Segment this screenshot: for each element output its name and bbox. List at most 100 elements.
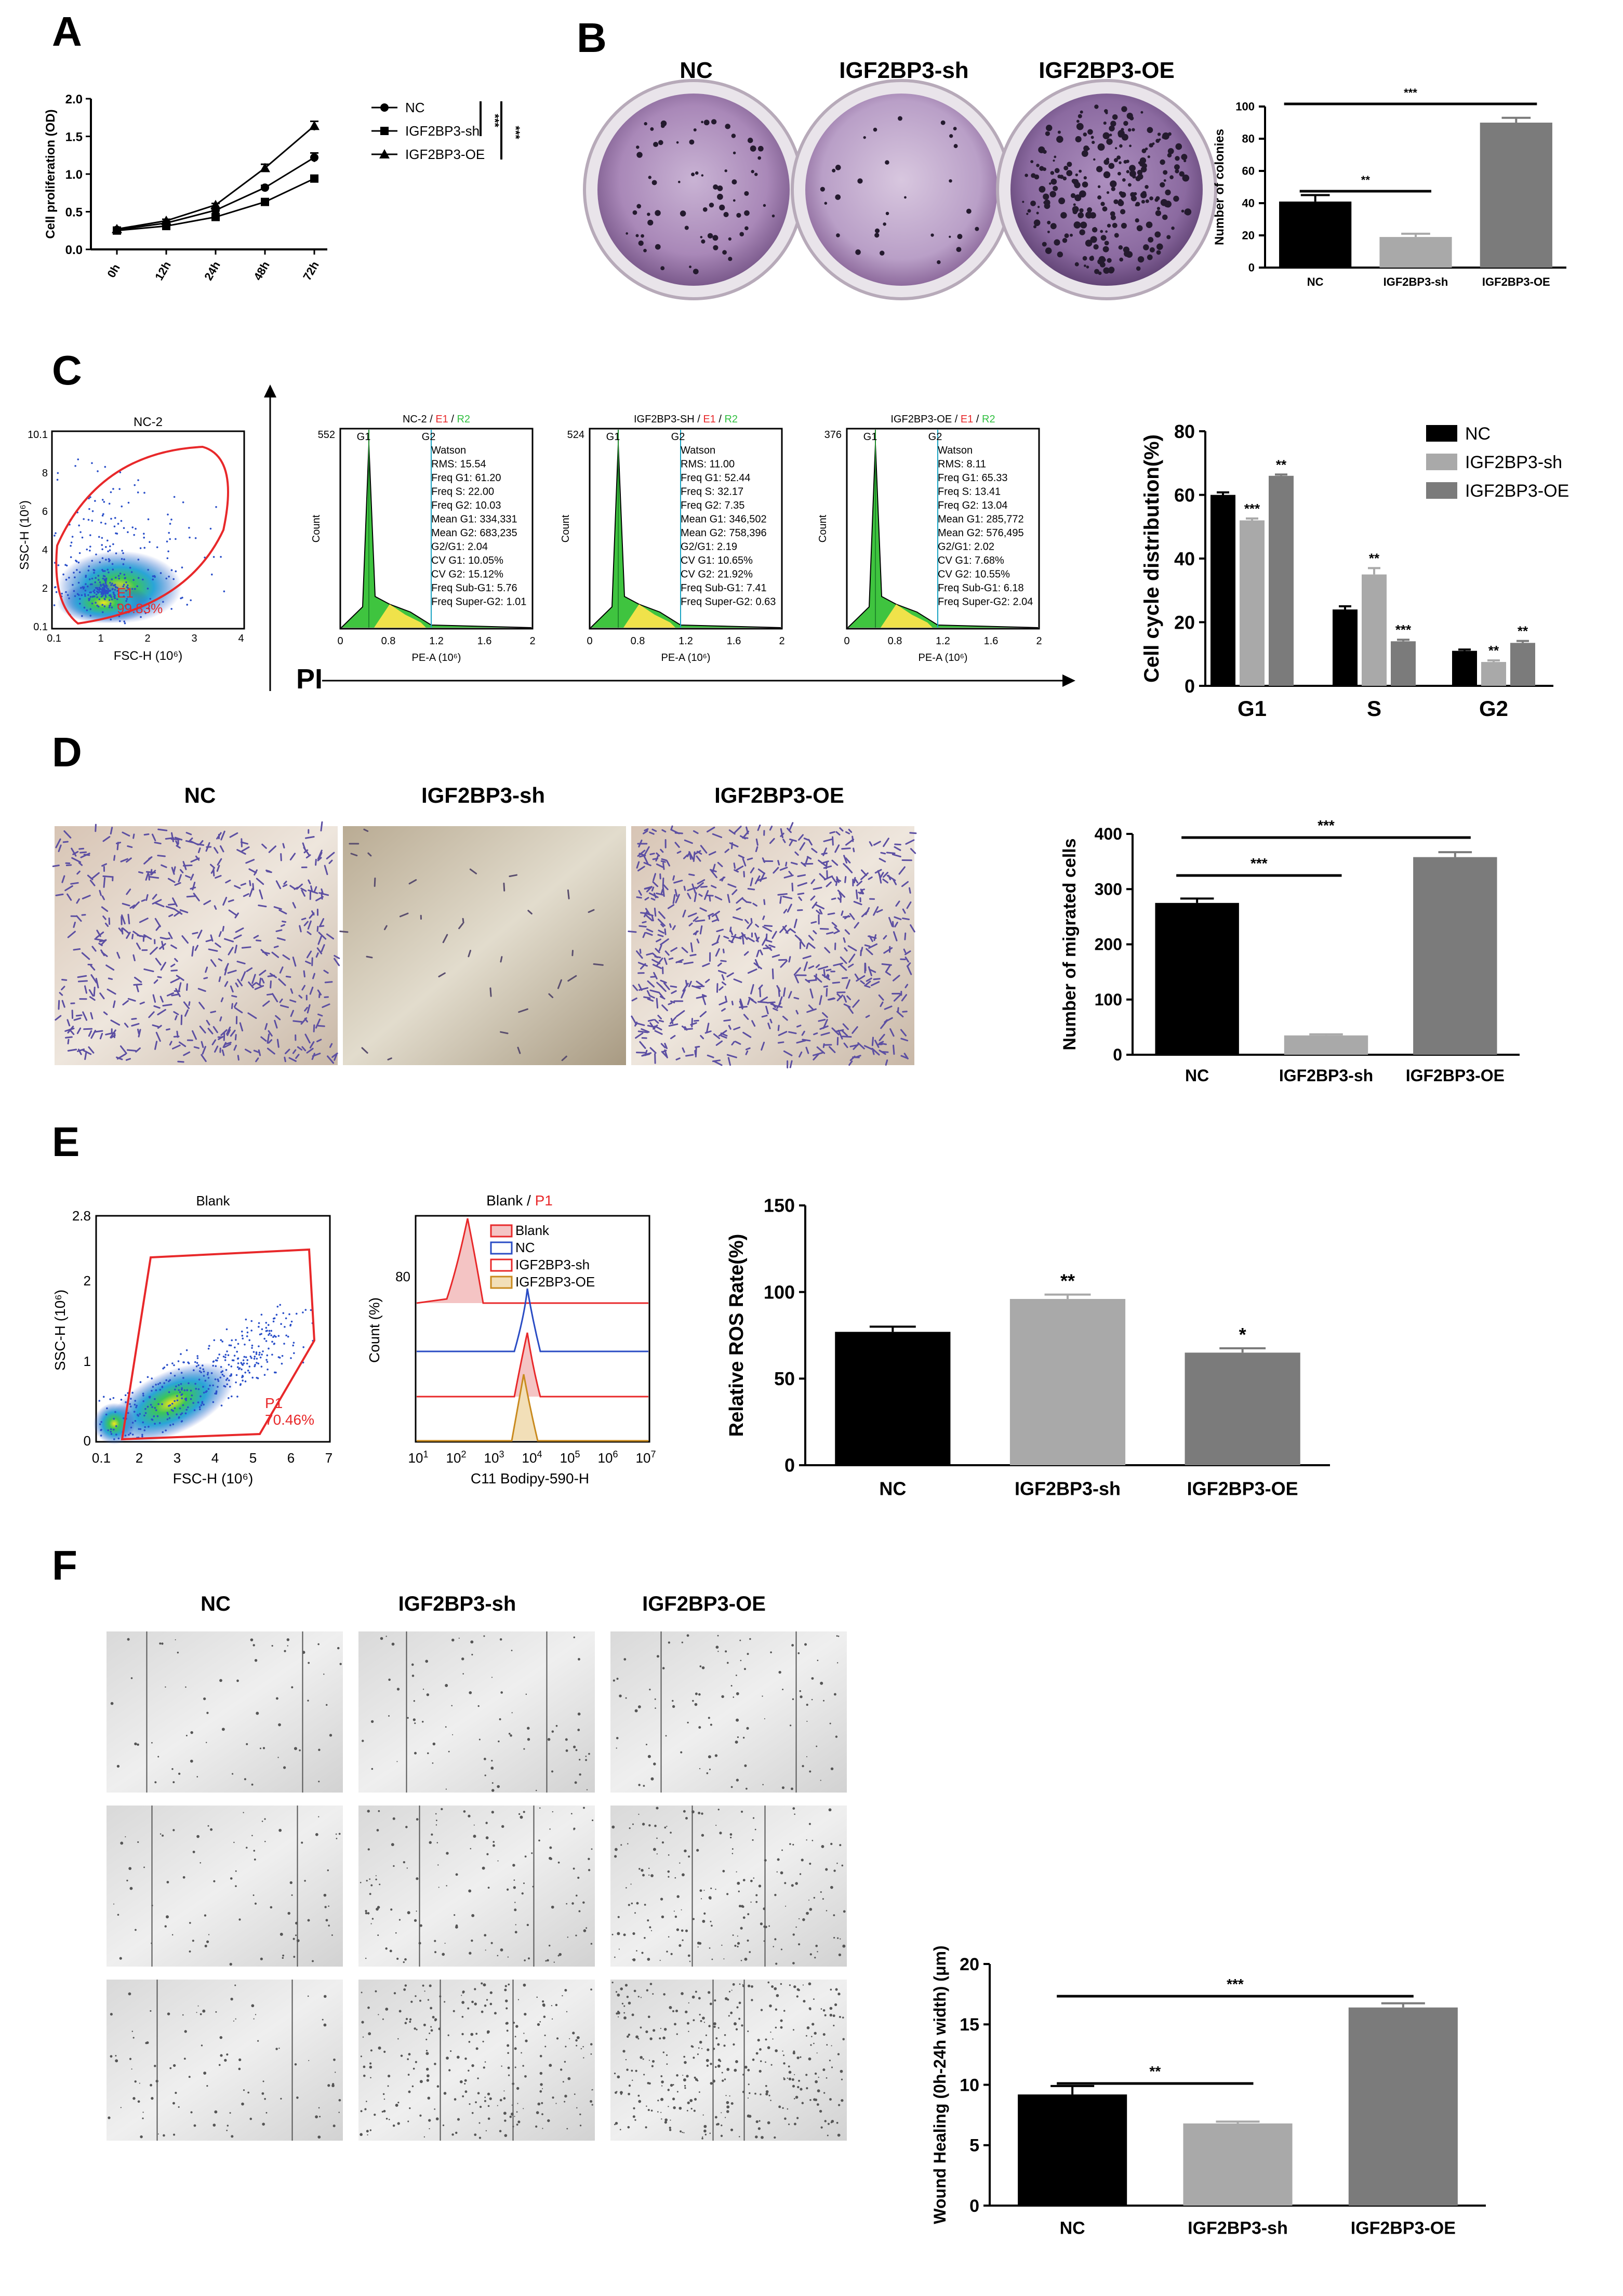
cell-speck: [539, 2054, 542, 2058]
colony: [695, 171, 699, 175]
event: [266, 1330, 269, 1332]
cell-speck: [499, 2130, 502, 2132]
cell-speck: [415, 1995, 417, 1997]
migrated-cell: [197, 847, 201, 854]
migrated-cell: [860, 980, 865, 985]
cell-speck: [423, 2023, 426, 2026]
event: [217, 1380, 220, 1382]
cell-speck: [120, 2107, 122, 2108]
cell-speck: [837, 1937, 839, 1939]
x-tick-label: 4: [238, 633, 244, 644]
migrated-cell: [871, 1037, 874, 1046]
migrated-cell: [646, 928, 654, 933]
colony: [1137, 256, 1145, 263]
cell-speck: [729, 2095, 730, 2097]
colony: [873, 127, 877, 132]
migrated-cell: [282, 920, 287, 923]
migrated-cell: [712, 864, 716, 873]
event: [116, 533, 118, 535]
migrated-cell: [252, 982, 257, 986]
legend-label: NC: [515, 1240, 535, 1255]
wound-image: [358, 1980, 595, 2141]
cell-speck: [676, 2033, 678, 2035]
cell-speck: [842, 2038, 845, 2040]
event: [226, 1350, 228, 1352]
event: [110, 1433, 113, 1435]
event: [224, 1356, 227, 1359]
migrated-cell: [315, 952, 319, 958]
cell-speck: [392, 1817, 395, 1820]
migrated-cell: [110, 1029, 116, 1039]
cell-speck: [738, 2136, 740, 2138]
colony: [626, 232, 628, 235]
histogram-stat: Freq G2: 13.04: [938, 500, 1008, 511]
event: [97, 592, 99, 594]
migrated-cell: [885, 964, 891, 973]
event: [174, 1388, 176, 1391]
cell-speck: [429, 1841, 432, 1844]
colony: [957, 234, 963, 240]
cell-speck: [507, 2052, 509, 2054]
migrated-cell: [667, 904, 675, 909]
migrated-cell: [127, 913, 130, 924]
cell-speck: [318, 1781, 320, 1783]
bar: [1240, 520, 1265, 686]
migrated-cell: [755, 936, 760, 941]
migrated-cell: [644, 886, 652, 890]
cell-speck: [437, 1864, 439, 1866]
colony: [1120, 192, 1126, 198]
event: [310, 1309, 312, 1311]
migrated-cell: [71, 857, 82, 863]
migrated-cell: [116, 951, 121, 959]
event: [88, 565, 90, 567]
event: [220, 1339, 222, 1342]
cell-speck: [315, 1833, 318, 1836]
legend-label: IGF2BP3-sh: [1465, 453, 1562, 472]
migrated-cell: [770, 1003, 776, 1006]
migrated-cell: [305, 960, 311, 964]
cell-speck: [714, 1999, 716, 2002]
histogram-stat: Freq Super-G2: 1.01: [431, 596, 526, 608]
cell-speck: [726, 1893, 729, 1895]
event: [135, 527, 137, 530]
cell-speck: [580, 2048, 582, 2050]
y-tick-label: 100: [1095, 990, 1122, 1009]
event: [258, 1325, 260, 1328]
migrated-cell: [700, 845, 708, 854]
migrated-cell: [282, 843, 285, 848]
cell-speck: [166, 1915, 169, 1919]
event: [196, 1357, 199, 1359]
migrated-cell: [181, 935, 189, 944]
cell-speck: [827, 2122, 830, 2125]
migrated-cell: [871, 1047, 880, 1056]
event: [210, 1372, 213, 1374]
migrated-cell: [695, 882, 704, 890]
cell-speck: [527, 1738, 530, 1741]
cell-speck: [277, 1757, 279, 1758]
cell-speck: [674, 1915, 677, 1918]
migrated-cell: [264, 1023, 268, 1030]
migrated-cell: [275, 929, 283, 932]
cell-speck: [289, 1881, 292, 1884]
cell-speck: [747, 2068, 750, 2072]
histogram-stat: Freq Sub-G1: 7.41: [681, 582, 767, 594]
event: [77, 581, 80, 584]
colony: [1149, 196, 1153, 201]
cell-speck: [676, 2091, 679, 2093]
cell-speck: [647, 1755, 651, 1758]
cell-speck: [829, 2013, 833, 2017]
migrated-cell: [268, 1030, 273, 1037]
cell-speck: [185, 1734, 188, 1736]
event: [259, 1351, 261, 1354]
migrated-cell: [183, 1001, 190, 1010]
legend-swatch: [490, 1241, 513, 1255]
cell-speck: [414, 1919, 417, 1922]
ros-scatter-xlabel: FSC-H (10⁶): [173, 1470, 254, 1487]
cell-speck: [434, 1940, 436, 1942]
event: [151, 1377, 153, 1379]
migrated-cell: [205, 966, 208, 973]
significance-label: **: [1361, 174, 1371, 187]
cell-speck: [695, 1692, 698, 1695]
cell-speck: [203, 2072, 207, 2075]
migrated-cell: [843, 995, 847, 1003]
